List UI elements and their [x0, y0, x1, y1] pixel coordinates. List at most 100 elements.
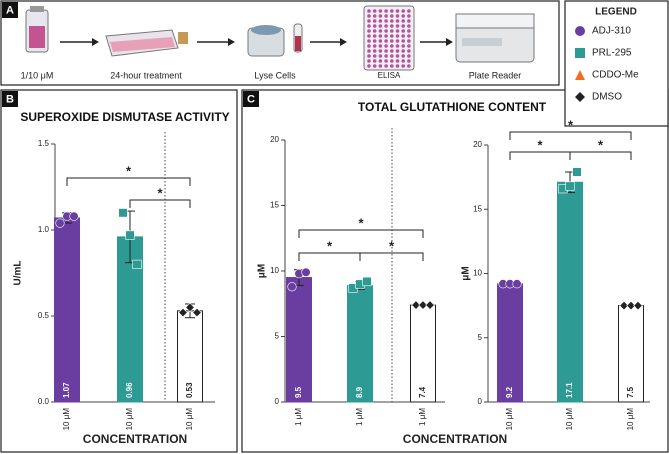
x-tick-label: 10 μM — [505, 408, 514, 431]
well — [401, 44, 406, 48]
well — [378, 29, 383, 33]
legend-label: CDDO-Me — [592, 70, 639, 81]
centrifuge-icon — [247, 23, 303, 57]
well — [372, 39, 377, 43]
y-axis-label: U/mL — [13, 261, 24, 286]
well — [372, 54, 377, 58]
legend-marker — [575, 92, 585, 102]
well — [407, 44, 411, 48]
panel-badge — [2, 2, 18, 18]
significance-label: * — [126, 163, 132, 178]
value-label: 0.96 — [125, 382, 134, 398]
well — [367, 34, 371, 38]
significance-bracket — [129, 199, 191, 208]
well — [378, 24, 383, 28]
well — [390, 24, 394, 28]
well — [401, 59, 406, 63]
well — [395, 59, 400, 63]
well — [384, 29, 388, 33]
significance-label: * — [389, 238, 395, 253]
well — [384, 14, 388, 18]
well — [407, 14, 411, 18]
well — [384, 34, 388, 38]
well — [395, 54, 400, 58]
well — [367, 19, 371, 23]
y-tick-label: 0 — [478, 397, 483, 406]
data-point — [512, 279, 522, 289]
data-point — [55, 218, 65, 228]
legend-marker — [575, 48, 585, 58]
panel-title: TOTAL GLUTATHIONE CONTENT — [357, 100, 547, 114]
value-label: 7.4 — [418, 386, 427, 398]
y-tick-label: 5 — [275, 332, 280, 341]
well — [384, 49, 388, 53]
value-label: 0.53 — [185, 382, 194, 398]
well — [378, 39, 383, 43]
well — [384, 19, 388, 23]
legend-title: LEGEND — [595, 7, 637, 18]
significance-bracket — [298, 229, 424, 238]
significance-bracket — [569, 151, 632, 160]
y-tick-label: 5 — [478, 333, 483, 342]
culture-flask-icon — [105, 29, 188, 57]
well — [367, 59, 371, 63]
well — [395, 49, 400, 53]
well — [378, 49, 383, 53]
well — [378, 34, 383, 38]
arrow — [420, 38, 453, 46]
well — [367, 14, 371, 18]
significance-label: * — [598, 137, 604, 152]
well — [401, 39, 406, 43]
flask-icon — [25, 6, 49, 53]
data-point — [192, 307, 202, 318]
well — [395, 34, 400, 38]
significance-label: * — [327, 238, 333, 253]
well — [407, 64, 411, 68]
well — [367, 64, 371, 68]
bar — [497, 283, 523, 403]
y-axis-label: μM — [461, 266, 472, 280]
step-label: Lyse Cells — [254, 70, 296, 80]
x-tick-label: 10 μM — [62, 408, 71, 431]
panel-a-frame — [0, 0, 560, 86]
well — [367, 24, 371, 28]
bar — [557, 181, 583, 403]
well — [395, 39, 400, 43]
well — [384, 39, 388, 43]
panel-c-frame — [241, 89, 669, 453]
well — [407, 9, 411, 13]
well — [378, 14, 383, 18]
y-tick-label: 15 — [473, 204, 482, 213]
panel-badge — [243, 91, 259, 107]
y-axis-label: μM — [257, 264, 268, 278]
step-label: ELISA — [378, 71, 401, 80]
well — [378, 54, 383, 58]
well — [395, 9, 400, 13]
value-label: 9.5 — [294, 386, 303, 398]
panel-b-frame — [0, 89, 238, 453]
well — [401, 34, 406, 38]
panel-label: C — [247, 93, 255, 105]
data-point — [572, 167, 582, 177]
well — [390, 19, 394, 23]
data-point — [362, 276, 372, 287]
legend-label: PRL-295 — [592, 48, 632, 59]
well — [372, 49, 377, 53]
panel-label: A — [6, 4, 14, 16]
well — [367, 9, 371, 13]
well — [390, 34, 394, 38]
significance-bracket — [509, 151, 571, 160]
arrow — [60, 38, 99, 46]
well — [384, 24, 388, 28]
x-tick-label: 1 μM — [355, 408, 364, 426]
well — [407, 34, 411, 38]
bar — [347, 284, 373, 403]
significance-bracket — [359, 252, 424, 261]
well — [401, 24, 406, 28]
well — [372, 14, 377, 18]
well — [395, 29, 400, 33]
x-tick-label: 10 μM — [626, 408, 635, 431]
well — [384, 9, 388, 13]
step-label: 1/10 μM — [21, 70, 54, 80]
significance-label: * — [537, 137, 543, 152]
